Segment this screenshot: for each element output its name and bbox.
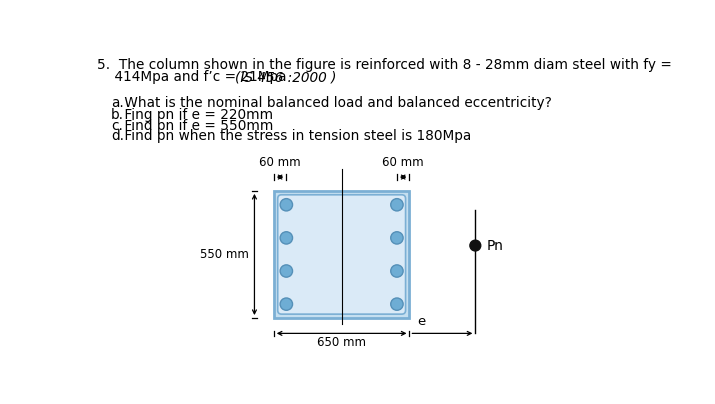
FancyBboxPatch shape (277, 195, 405, 314)
Text: 414Mpa and f’c = 21Mpa: 414Mpa and f’c = 21Mpa (97, 70, 291, 84)
Circle shape (390, 298, 403, 310)
Circle shape (470, 240, 480, 251)
Text: 550 mm: 550 mm (200, 248, 249, 261)
Text: e: e (417, 315, 425, 328)
Text: d.: d. (111, 129, 124, 143)
Circle shape (280, 265, 292, 277)
Text: (IS 456 :2000 ): (IS 456 :2000 ) (235, 70, 337, 84)
Text: 60 mm: 60 mm (383, 156, 424, 169)
Text: 60 mm: 60 mm (260, 156, 301, 169)
Text: 650 mm: 650 mm (317, 337, 366, 349)
Circle shape (280, 298, 292, 310)
Circle shape (280, 199, 292, 211)
Text: Pn: Pn (486, 239, 503, 253)
Text: Find pn when the stress in tension steel is 180Mpa: Find pn when the stress in tension steel… (120, 129, 472, 143)
Text: What is the nominal balanced load and balanced eccentricity?: What is the nominal balanced load and ba… (120, 96, 552, 110)
Circle shape (390, 199, 403, 211)
Text: a.: a. (111, 96, 124, 110)
Circle shape (390, 265, 403, 277)
Circle shape (390, 232, 403, 244)
Bar (274, 191, 410, 318)
Text: 5.  The column shown in the figure is reinforced with 8 - 28mm diam steel with f: 5. The column shown in the figure is rei… (97, 59, 672, 72)
Text: Fing pn if e = 220mm: Fing pn if e = 220mm (120, 108, 274, 122)
Text: b.: b. (111, 108, 124, 122)
Circle shape (280, 232, 292, 244)
Text: c.: c. (111, 118, 123, 133)
Text: Find pn if e = 550mm: Find pn if e = 550mm (120, 118, 274, 133)
